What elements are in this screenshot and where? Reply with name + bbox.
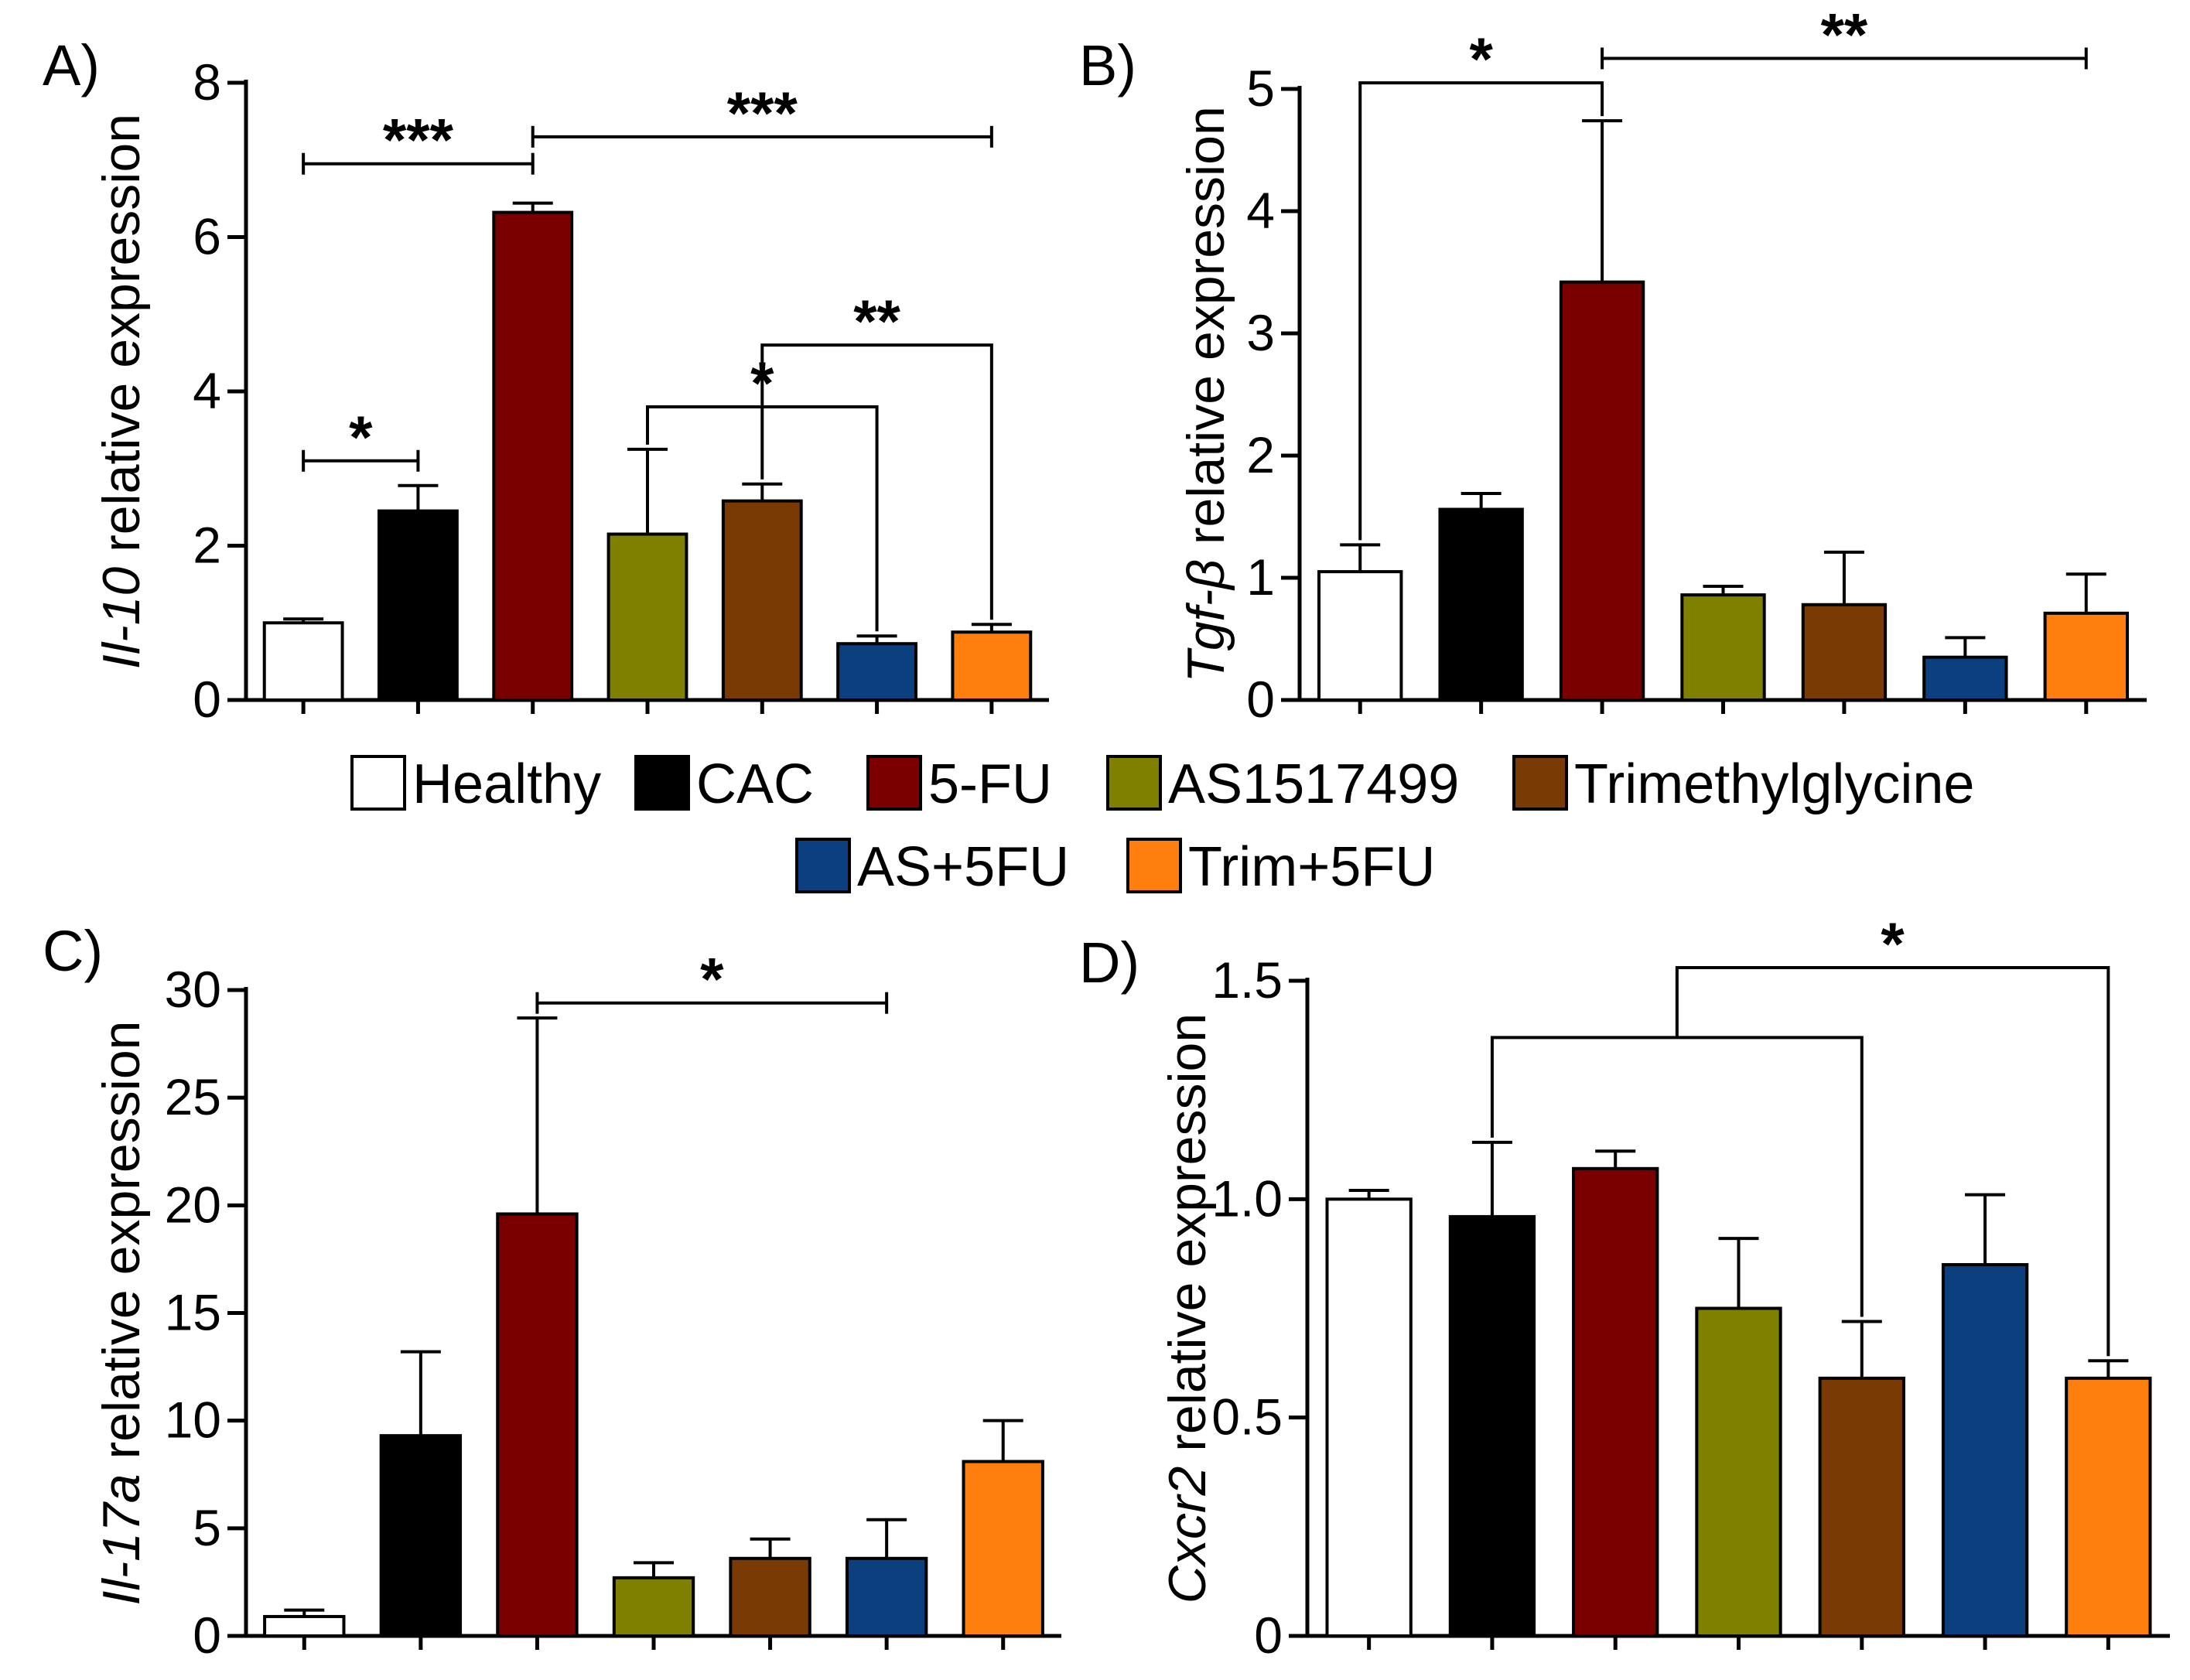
significance-bracket (760, 343, 993, 620)
bar-cac (1448, 1214, 1536, 1638)
y-axis-gene: Tgf-β (1177, 559, 1235, 683)
y-axis-title-rest: relative expression (1177, 106, 1235, 559)
bar-trim-5fu (2065, 1376, 2152, 1637)
y-axis-gene: Cxcr2 (1158, 1467, 1217, 1604)
bar-trimethylglycine (729, 1556, 811, 1638)
bar-trimethylglycine (1818, 1376, 1905, 1637)
y-axis-title-rest: relative expression (1158, 1013, 1217, 1467)
panel-letter: D) (1079, 930, 1139, 995)
bar-5-fu (1572, 1166, 1659, 1637)
bar-as1517499 (1680, 593, 1766, 702)
legend-swatch (634, 755, 690, 811)
legend-swatch (1106, 755, 1162, 811)
significance-label: * (349, 403, 373, 471)
bar-healthy (263, 1614, 346, 1637)
legend: Healthy CAC 5-FU AS1517499 Trimethylglycine A… (350, 753, 1974, 898)
y-tick-label: 10 (165, 1391, 221, 1449)
y-tick-label: 0 (193, 1607, 221, 1664)
y-tick-label: 1.5 (1211, 951, 1283, 1009)
legend-swatch (350, 755, 406, 811)
y-tick-label: 5 (193, 1499, 221, 1556)
y-tick-label: 8 (193, 53, 221, 111)
bar-trimethylglycine (1801, 603, 1888, 702)
y-tick-label: 30 (165, 961, 221, 1018)
y-tick-label: 4 (1246, 182, 1275, 239)
y-axis-title: Il-17a relative expression (92, 1021, 151, 1606)
y-axis-title: Tgf-β relative expression (1177, 106, 1235, 683)
bar-as1517499 (612, 1576, 695, 1637)
bar-healthy (262, 621, 344, 702)
y-axis-title-rest: relative expression (92, 1021, 151, 1474)
panel-letter: B) (1079, 33, 1136, 97)
significance-bracket (1675, 966, 2110, 1357)
legend-label: CAC (696, 753, 814, 815)
bar-healthy (1325, 1197, 1413, 1638)
legend-swatch (1126, 838, 1182, 893)
panel-letter: A) (43, 33, 100, 97)
y-tick-label: 4 (193, 362, 221, 419)
legend-label: AS1517499 (1168, 753, 1459, 815)
y-tick-label: 5 (1246, 60, 1275, 117)
y-axis-title-rest: relative expression (92, 114, 151, 567)
y-tick-label: 1 (1246, 548, 1275, 606)
y-tick-label: 6 (193, 208, 221, 265)
bar-cac (379, 1434, 463, 1638)
legend-swatch (1512, 755, 1568, 811)
bar-cac (1438, 507, 1524, 702)
bar-as-5fu (1922, 655, 2008, 702)
significance-bracket (1490, 1036, 1864, 1317)
legend-label: Trimethylglycine (1574, 753, 1974, 815)
y-axis-gene: Il-10 (92, 567, 151, 669)
legend-label: 5-FU (928, 753, 1052, 815)
bar-5-fu (1559, 280, 1645, 702)
significance-label: ** (1821, 1, 1868, 69)
bar-as-5fu (845, 1556, 928, 1638)
legend-label: AS+5FU (857, 836, 1069, 898)
y-tick-label: 2 (193, 517, 221, 574)
significance-bracket (1358, 81, 1604, 541)
legend-swatch (866, 755, 922, 811)
bar-as-5fu (836, 642, 917, 702)
bar-trim-5fu (2043, 611, 2129, 702)
significance-label: * (1469, 25, 1493, 93)
legend-label: Trim+5FU (1188, 836, 1435, 898)
significance-label: * (700, 945, 724, 1013)
significance-label: ** (853, 287, 900, 355)
y-tick-label: 20 (165, 1176, 221, 1233)
bar-as1517499 (606, 532, 688, 702)
bar-as-5fu (1941, 1263, 2029, 1637)
panel-letter: C) (43, 919, 103, 983)
y-tick-label: 1.0 (1211, 1170, 1283, 1227)
legend-swatch (795, 838, 851, 893)
bar-trim-5fu (962, 1460, 1044, 1638)
legend-label: Healthy (412, 753, 601, 815)
significance-label: * (1881, 910, 1905, 978)
y-axis-title: Cxcr2 relative expression (1158, 1013, 1217, 1603)
bar-as1517499 (1695, 1306, 1782, 1637)
bar-cac (378, 509, 459, 702)
bar-trimethylglycine (721, 499, 803, 702)
y-axis-title: Il-10 relative expression (92, 114, 151, 669)
bar-trim-5fu (951, 630, 1033, 702)
bar-5-fu (496, 1212, 579, 1637)
y-tick-label: 15 (165, 1284, 221, 1341)
y-tick-label: 2 (1246, 426, 1275, 483)
y-tick-label: 0.5 (1211, 1388, 1283, 1446)
significance-label: *** (383, 106, 454, 174)
bar-5-fu (492, 210, 574, 702)
y-tick-label: 0 (193, 671, 221, 728)
significance-label: *** (727, 79, 798, 147)
y-tick-label: 0 (1246, 671, 1275, 728)
bar-healthy (1317, 570, 1403, 702)
y-tick-label: 25 (165, 1068, 221, 1125)
y-tick-label: 3 (1246, 304, 1275, 361)
y-tick-label: 0 (1254, 1607, 1283, 1664)
y-axis-gene: Il-17a (92, 1473, 151, 1605)
